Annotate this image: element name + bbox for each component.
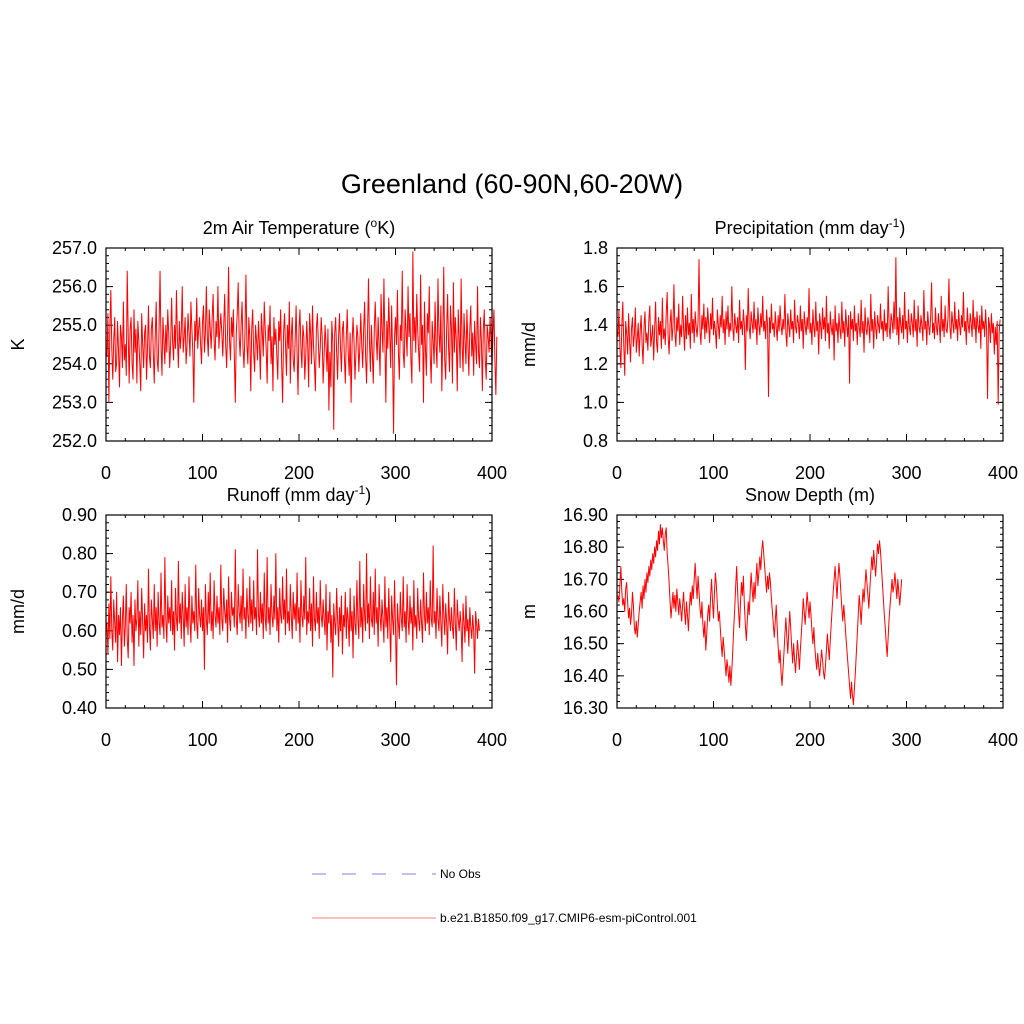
y-axis-label: mm/d [519, 322, 539, 367]
x-tick-label: 200 [284, 463, 314, 483]
x-tick-label: 300 [380, 463, 410, 483]
y-tick-label: 16.90 [563, 505, 608, 525]
series-line-0 [617, 524, 903, 706]
plot-frame [616, 514, 1004, 709]
y-tick-label: 1.0 [583, 392, 608, 412]
x-tick-label: 100 [187, 730, 217, 750]
y-tick-label: 0.8 [583, 431, 608, 451]
series-line-0 [106, 545, 480, 686]
panel-title-sup: o [371, 216, 378, 230]
y-tick-label: 253.0 [52, 392, 97, 412]
x-tick-label: 100 [187, 463, 217, 483]
plot-frame [616, 247, 1004, 442]
y-tick-label: 1.6 [583, 277, 608, 297]
x-tick-label: 200 [795, 463, 825, 483]
y-tick-label: 16.40 [563, 666, 608, 686]
panel-title-main: Snow Depth (m) [745, 485, 875, 505]
panel-title-main: Precipitation (mm day [715, 218, 889, 238]
figure-title: Greenland (60-90N,60-20W) [341, 169, 683, 199]
panel-title-main: 2m Air Temperature ( [203, 218, 371, 238]
x-tick-label: 400 [988, 463, 1018, 483]
y-tick-label: 16.80 [563, 537, 608, 557]
panel-title-tail: ) [899, 218, 905, 238]
panel-title-sup: -1 [889, 216, 900, 230]
panel-title: Runoff (mm day-1) [227, 483, 371, 505]
y-tick-label: 0.60 [62, 621, 97, 641]
legend-label-no-obs: No Obs [440, 867, 481, 881]
x-tick-label: 0 [101, 730, 111, 750]
y-axis-label: K [8, 338, 28, 350]
y-tick-label: 1.8 [583, 238, 608, 258]
y-tick-label: 0.40 [62, 698, 97, 718]
panel-title-tail: ) [365, 485, 371, 505]
y-tick-label: 257.0 [52, 238, 97, 258]
series-line-0 [617, 257, 1001, 405]
y-axis-label: mm/d [8, 589, 28, 634]
y-tick-label: 1.4 [583, 315, 608, 335]
x-tick-label: 0 [612, 730, 622, 750]
plot-frame [105, 247, 493, 442]
legend-label-model: b.e21.B1850.f09_g17.CMIP6-esm-piControl.… [440, 911, 697, 925]
y-tick-label: 0.70 [62, 582, 97, 602]
x-tick-label: 200 [795, 730, 825, 750]
x-tick-label: 0 [101, 463, 111, 483]
y-tick-label: 0.50 [62, 659, 97, 679]
x-tick-label: 0 [612, 463, 622, 483]
panel-title-tail: K) [377, 218, 395, 238]
x-tick-label: 100 [698, 463, 728, 483]
x-tick-label: 400 [477, 463, 507, 483]
y-tick-label: 16.50 [563, 634, 608, 654]
y-tick-label: 255.0 [52, 315, 97, 335]
y-tick-label: 1.2 [583, 354, 608, 374]
x-tick-label: 100 [698, 730, 728, 750]
panel-title: Snow Depth (m) [745, 485, 875, 505]
y-tick-label: 256.0 [52, 277, 97, 297]
panel-title: 2m Air Temperature (oK) [203, 216, 395, 238]
y-axis-label: m [519, 604, 539, 619]
x-tick-label: 300 [891, 730, 921, 750]
y-tick-label: 254.0 [52, 354, 97, 374]
panel-title-main: Runoff (mm day [227, 485, 355, 505]
y-tick-label: 16.30 [563, 698, 608, 718]
panel-air-temperature: 2m Air Temperature (oK) K 0 100 200 300 400 252… [8, 216, 507, 483]
panel-runoff: Runoff (mm day-1) mm/d 0 100 200 300 400 0.40 0.… [8, 483, 507, 750]
x-tick-label: 200 [284, 730, 314, 750]
panels: 2m Air Temperature (oK) K 0 100 200 300 400 252… [8, 216, 1018, 750]
series-line-0 [106, 251, 498, 434]
legend: No Obs b.e21.B1850.f09_g17.CMIP6-esm-piC… [312, 867, 697, 925]
plot-frame [105, 514, 493, 709]
x-tick-label: 300 [380, 730, 410, 750]
y-tick-label: 252.0 [52, 431, 97, 451]
y-tick-label: 16.60 [563, 602, 608, 622]
x-tick-label: 300 [891, 463, 921, 483]
panel-precipitation: Precipitation (mm day-1) mm/d 0 100 200 300 40… [519, 216, 1018, 483]
y-tick-label: 0.90 [62, 505, 97, 525]
y-tick-label: 16.70 [563, 569, 608, 589]
panel-title-sup: -1 [355, 483, 366, 497]
panel-title: Precipitation (mm day-1) [715, 216, 906, 238]
y-tick-label: 0.80 [62, 544, 97, 564]
panel-snow-depth: Snow Depth (m) m 0 100 200 300 400 16.30 16.40 16… [519, 485, 1018, 750]
x-tick-label: 400 [477, 730, 507, 750]
x-tick-label: 400 [988, 730, 1018, 750]
